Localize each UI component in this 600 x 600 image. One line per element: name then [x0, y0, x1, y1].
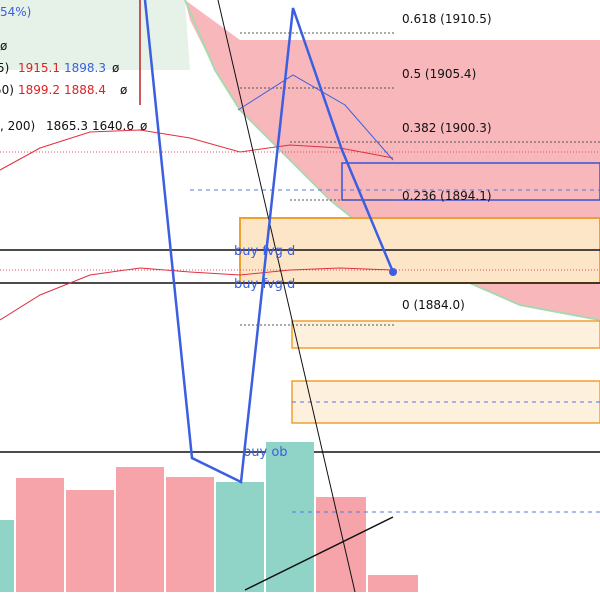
legend-text: , 200)	[0, 119, 35, 133]
legend-value: 1640.6	[92, 119, 134, 133]
blue-box	[341, 162, 600, 201]
legend-text: ø	[120, 83, 127, 97]
fib-label: 0.382 (1900.3)	[402, 121, 492, 135]
fib-label: 0.236 (1894.1)	[402, 189, 492, 203]
fib-label: 0.618 (1910.5)	[402, 12, 492, 26]
endpoint	[389, 268, 397, 276]
ma-line	[0, 129, 394, 171]
fib-label: 0 (1884.0)	[402, 298, 465, 312]
zone-label: buy fvg d	[234, 277, 295, 292]
zone-label: buy fvg d	[234, 244, 295, 259]
legend-text: 5)	[0, 61, 9, 75]
fib-label: 0.5 (1905.4)	[402, 67, 476, 81]
zone-label: buy ob	[243, 445, 288, 460]
green-zone	[0, 0, 190, 70]
trend-line	[244, 516, 394, 591]
legend-value: 1888.4	[64, 83, 106, 97]
legend-text: ø	[0, 39, 7, 53]
legend-text: 54%)	[0, 5, 31, 19]
legend-text: ø	[112, 61, 119, 75]
legend-value: 1899.2	[18, 83, 60, 97]
fib-lines	[240, 32, 600, 326]
price-path	[143, 0, 395, 484]
zone-box	[291, 320, 600, 349]
volume-bars	[0, 442, 418, 592]
ma-line	[0, 267, 394, 321]
trend-line	[217, 0, 356, 593]
legend-value: 1865.3	[46, 119, 88, 133]
legend-value: 1898.3	[64, 61, 106, 75]
thin-blue-line	[237, 74, 394, 161]
legend-value: 1915.1	[18, 61, 60, 75]
legend-text: 50)	[0, 83, 14, 97]
legend-text: ø	[140, 119, 147, 133]
